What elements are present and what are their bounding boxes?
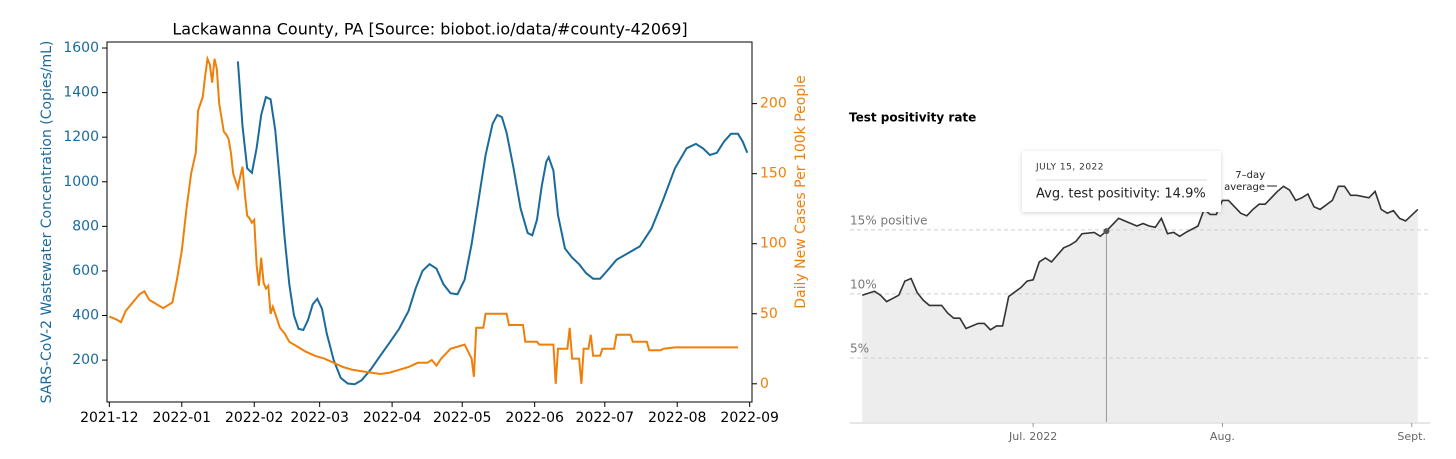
y-tick-label: 200 — [72, 352, 99, 368]
y-tick-label: 1400 — [63, 85, 99, 101]
x-tick-label: 2022-05 — [433, 410, 492, 426]
x-tick-label: 2022-08 — [648, 410, 707, 426]
chart-title: Lackawanna County, PA [Source: biobot.io… — [172, 20, 687, 39]
tooltip-date: JULY 15, 2022 — [1035, 163, 1104, 173]
x-tick-label: 2022-04 — [363, 410, 422, 426]
y2-tick-label: 200 — [760, 96, 787, 112]
series-line — [108, 54, 738, 384]
y2-tick-label: 50 — [760, 306, 778, 322]
x-tick-label: 2022-01 — [153, 410, 212, 426]
series-area — [862, 186, 1418, 422]
annotation: 7–day — [1235, 170, 1265, 181]
x-tick-label: 2022-06 — [505, 410, 564, 426]
x-tick-label: 2022-09 — [720, 410, 779, 426]
tooltip-box — [1022, 151, 1221, 212]
y-axis-label: SARS-CoV-2 Wastewater Concentration (Cop… — [39, 41, 55, 404]
y-tick-label: 10% — [850, 277, 877, 291]
y2-tick-label: 150 — [760, 166, 787, 182]
y-tick-label: 1600 — [63, 40, 99, 56]
y-tick-label: 15% positive — [850, 213, 928, 227]
hover-point — [1103, 228, 1110, 235]
x-tick-label: 2022-03 — [290, 410, 349, 426]
chart-title: Test positivity rate — [849, 111, 976, 125]
y-tick-label: 1200 — [63, 129, 99, 145]
series-line — [236, 61, 749, 386]
y2-tick-label: 100 — [760, 236, 787, 252]
annotation: average — [1224, 182, 1265, 193]
tooltip-value: Avg. test positivity: 14.9% — [1036, 187, 1206, 202]
series-line — [861, 185, 1419, 331]
x-tick-label: 2022-07 — [576, 410, 635, 426]
y-tick-label: 5% — [850, 341, 869, 355]
y-tick-label: 400 — [72, 308, 99, 324]
y-tick-label: 800 — [72, 218, 99, 234]
y-tick-label: 1000 — [63, 174, 99, 190]
y2-tick-label: 0 — [760, 376, 769, 392]
x-tick-label: Aug. — [1210, 430, 1235, 443]
y2-axis-label: Daily New Cases Per 100k People — [793, 75, 809, 308]
y-tick-label: 600 — [72, 263, 99, 279]
x-tick-label: 2022-02 — [225, 410, 284, 426]
x-tick-label: 2021-12 — [80, 410, 139, 426]
x-tick-label: Sept. — [1397, 430, 1426, 443]
plot-frame — [106, 41, 753, 403]
x-tick-label: Jul. 2022 — [1008, 430, 1057, 443]
